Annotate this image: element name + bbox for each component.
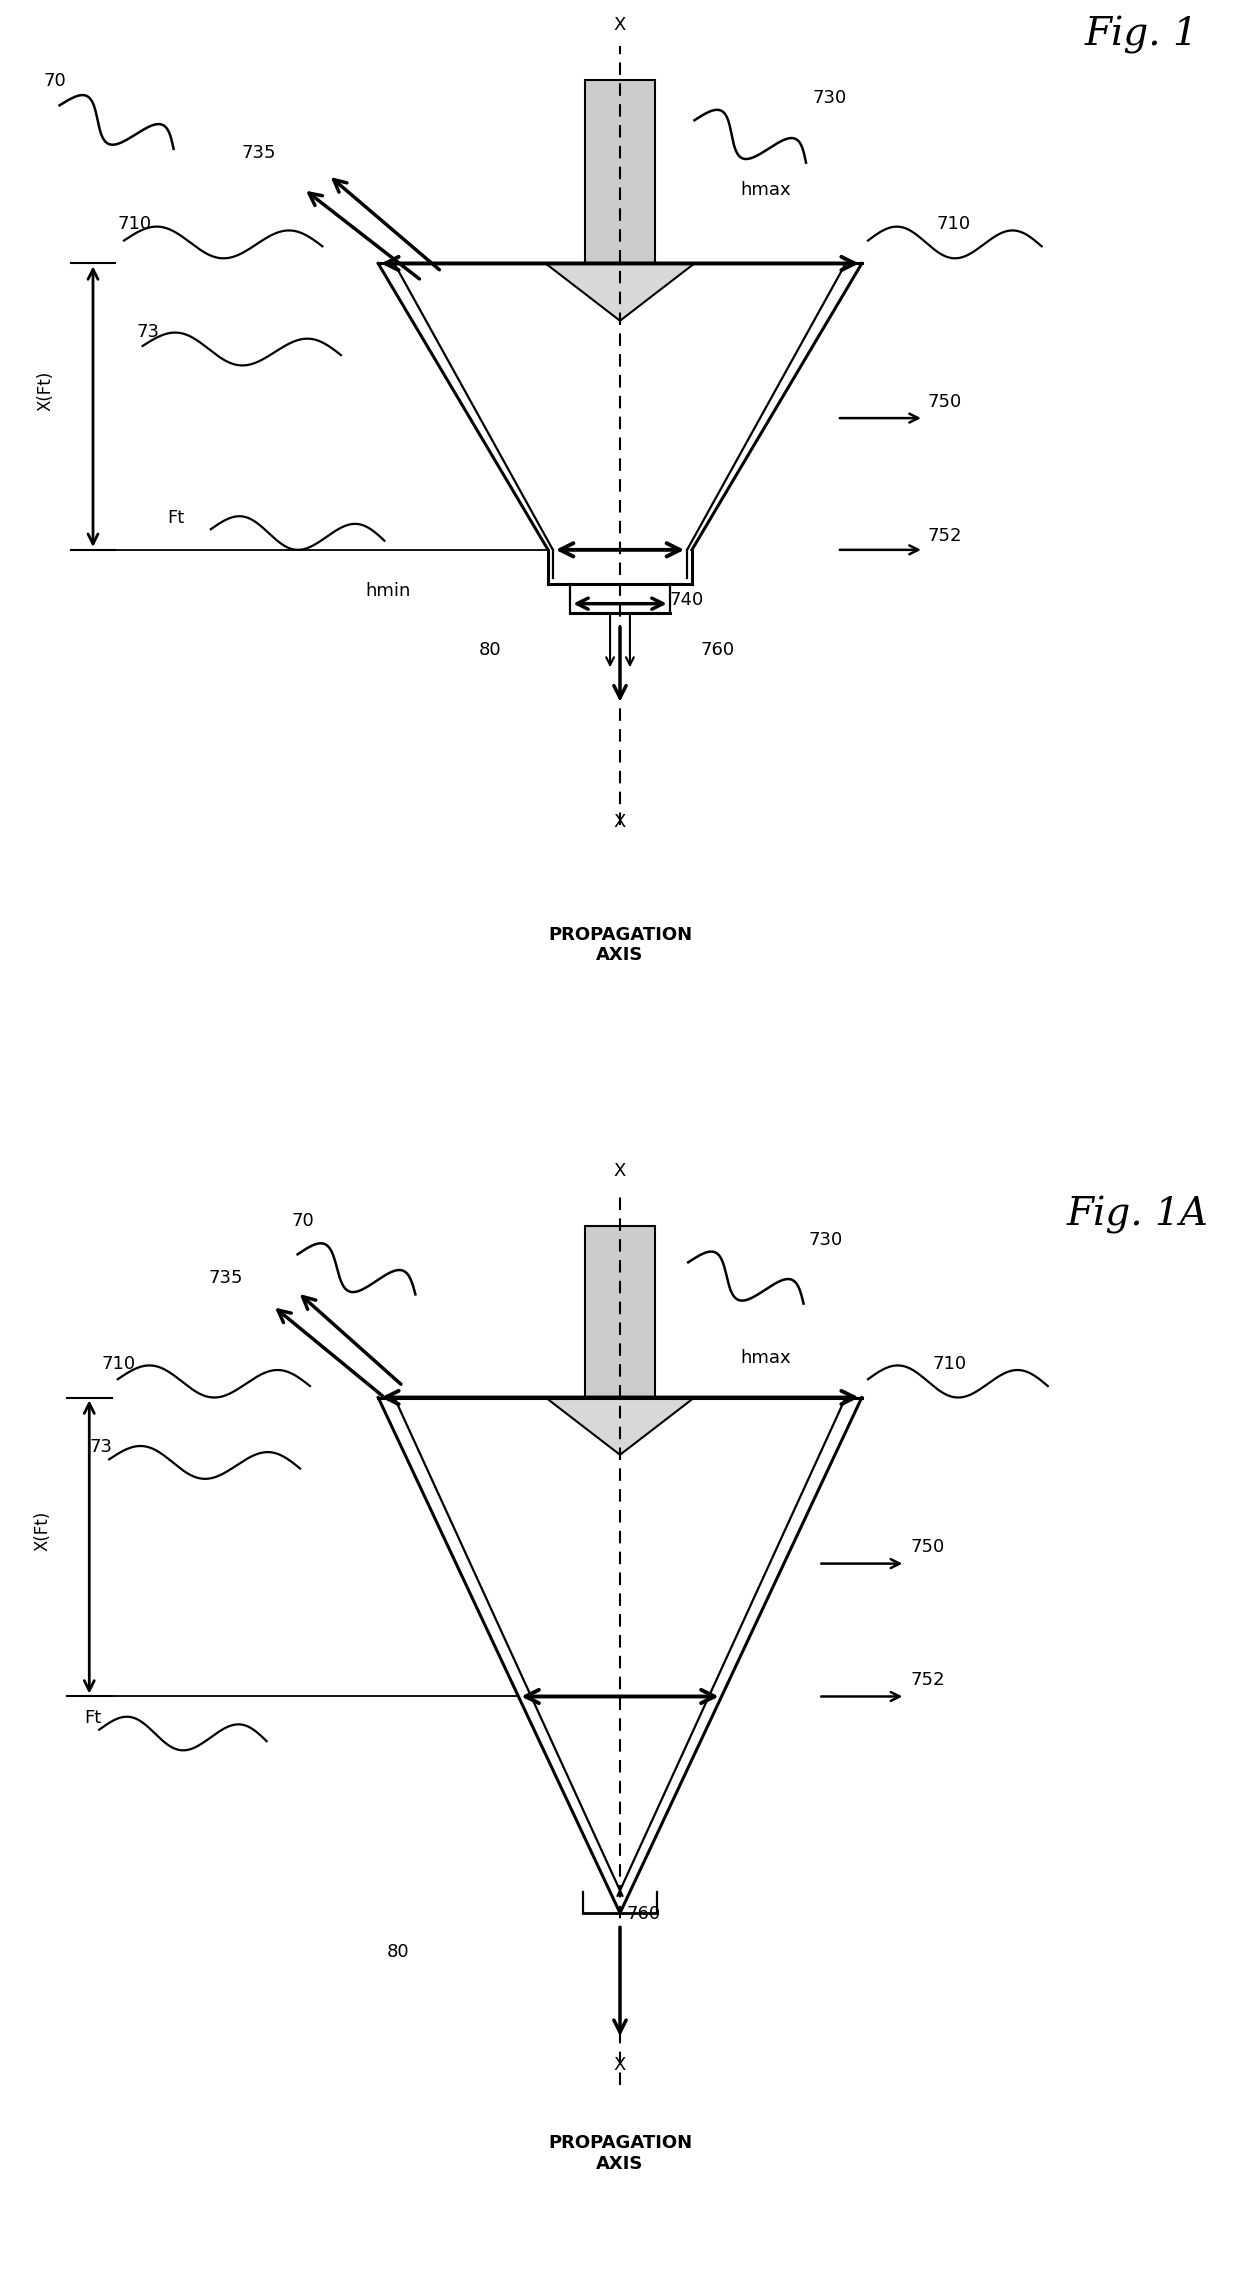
- Text: hmax: hmax: [740, 181, 791, 199]
- Text: 750: 750: [928, 392, 962, 410]
- Text: PROPAGATION
AXIS: PROPAGATION AXIS: [548, 2135, 692, 2172]
- Text: 710: 710: [102, 1354, 136, 1372]
- Text: 70: 70: [43, 71, 66, 89]
- Text: 740: 740: [670, 591, 704, 609]
- Bar: [585, 1226, 655, 1398]
- Text: 730: 730: [808, 1230, 843, 1249]
- Bar: [585, 80, 655, 263]
- Text: PROPAGATION
AXIS: PROPAGATION AXIS: [548, 926, 692, 965]
- Text: 750: 750: [910, 1537, 945, 1556]
- Polygon shape: [546, 1398, 694, 1455]
- Text: Ft: Ft: [84, 1709, 102, 1727]
- Text: X: X: [614, 1162, 626, 1180]
- Polygon shape: [546, 263, 694, 321]
- Text: 730: 730: [812, 89, 847, 108]
- Text: 735: 735: [208, 1269, 243, 1288]
- Text: 80: 80: [479, 641, 501, 660]
- Text: 73: 73: [89, 1439, 113, 1457]
- Text: hmax: hmax: [740, 1349, 791, 1368]
- Text: hmin: hmin: [366, 582, 412, 600]
- Text: 70: 70: [291, 1212, 314, 1230]
- Text: 710: 710: [118, 215, 153, 234]
- Text: X: X: [614, 16, 626, 34]
- Text: 735: 735: [242, 144, 277, 163]
- Text: X: X: [614, 813, 626, 832]
- Text: 752: 752: [928, 527, 962, 545]
- Text: 710: 710: [932, 1354, 967, 1372]
- Text: 710: 710: [936, 215, 971, 234]
- Text: 80: 80: [387, 1943, 409, 1961]
- Text: X: X: [614, 2057, 626, 2073]
- Text: Fig. 1A: Fig. 1A: [1066, 1196, 1208, 1235]
- Text: 752: 752: [910, 1670, 945, 1688]
- Text: Ft: Ft: [167, 509, 185, 527]
- Text: 760: 760: [626, 1904, 661, 1922]
- Text: 73: 73: [136, 323, 160, 341]
- Text: X(Ft): X(Ft): [33, 1510, 51, 1551]
- Text: Fig. 1: Fig. 1: [1085, 16, 1199, 55]
- Text: 760: 760: [701, 641, 735, 660]
- Text: X(Ft): X(Ft): [37, 371, 55, 410]
